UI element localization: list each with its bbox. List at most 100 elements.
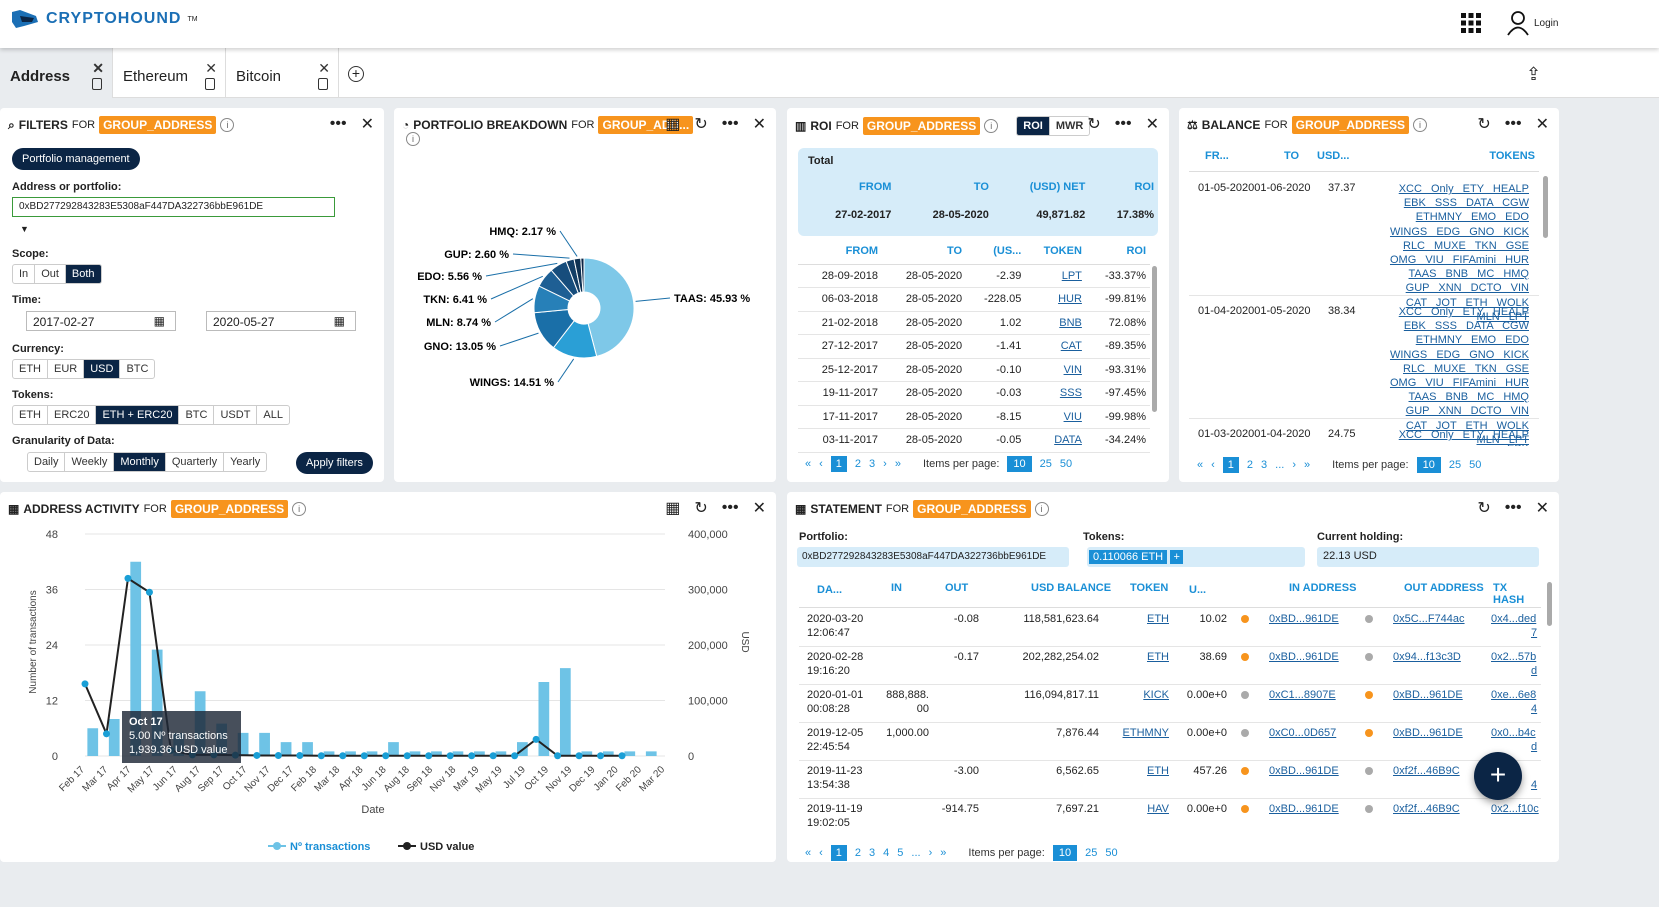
page-link[interactable]: ...	[1275, 459, 1285, 471]
bar[interactable]	[130, 561, 142, 756]
cell[interactable]: VIN	[1025, 358, 1086, 382]
cell-tx-hash-2[interactable]: d	[1531, 741, 1538, 753]
line-point[interactable]	[81, 680, 89, 688]
bar[interactable]	[409, 751, 421, 756]
date-from-input[interactable]: 2017-02-27 ▦	[26, 311, 176, 331]
table-row[interactable]: 25-12-2017 28-05-2020 -0.10 VIN -93.31%	[798, 358, 1150, 382]
page-link[interactable]: 1	[830, 456, 847, 472]
scrollbar[interactable]	[1543, 176, 1548, 238]
table-row[interactable]: 21-02-2018 28-05-2020 1.02 BNB 72.08%	[798, 311, 1150, 335]
bar[interactable]	[495, 751, 507, 756]
line-point[interactable]	[468, 752, 476, 760]
first-page-icon[interactable]: «	[805, 458, 812, 470]
currency-usd[interactable]: USD	[84, 360, 121, 378]
apps-grid-icon[interactable]	[1461, 13, 1481, 36]
close-icon[interactable]: ✕	[205, 60, 217, 76]
scrollbar[interactable]	[1152, 266, 1157, 412]
page-link[interactable]: 3	[869, 458, 876, 470]
info-icon[interactable]: i	[406, 132, 420, 146]
th[interactable]: ROI	[1085, 238, 1150, 265]
cell[interactable]: DATA	[1025, 428, 1086, 453]
cell-out-address[interactable]: 0xf2f...46B9C	[1393, 765, 1460, 777]
bar[interactable]	[538, 682, 550, 756]
more-icon[interactable]: •••	[1114, 115, 1132, 132]
close-icon[interactable]: ✕	[318, 60, 330, 76]
line-point[interactable]	[382, 752, 390, 760]
bar[interactable]	[108, 719, 120, 756]
bar[interactable]	[323, 751, 335, 756]
pie-slice[interactable]	[583, 257, 635, 357]
group-tag[interactable]: GROUP_ADD...	[598, 116, 694, 134]
th[interactable]: TO	[882, 238, 967, 265]
refresh-icon[interactable]: ↻	[1477, 116, 1491, 133]
add-token-button[interactable]: +	[1170, 550, 1183, 564]
add-tab-icon[interactable]: +	[348, 66, 364, 82]
group-tag[interactable]: GROUP_ADDRESS	[1291, 116, 1410, 134]
cell-tx-hash[interactable]: 0x2...f10c	[1491, 803, 1539, 815]
next-page-icon[interactable]: ›	[1292, 459, 1297, 471]
add-widget-button[interactable]: +	[1474, 752, 1522, 800]
bar[interactable]	[624, 751, 636, 756]
token-chip[interactable]: 0.110066 ETH	[1089, 550, 1168, 564]
legend-item[interactable]: USD value	[420, 841, 474, 853]
next-page-icon[interactable]: ›	[883, 458, 887, 470]
items-per-page-option[interactable]: 25	[1448, 459, 1462, 471]
first-page-icon[interactable]: «	[1197, 459, 1204, 471]
th[interactable]: TOKEN	[1025, 238, 1086, 265]
th-to[interactable]: TO	[1284, 150, 1300, 162]
line-point[interactable]	[317, 752, 325, 760]
table-row[interactable]: 2019-11-23 13:54:38 -3.00 6,562.65 ETH 457.26…	[799, 761, 1541, 799]
gran-quarterly[interactable]: Quarterly	[166, 453, 225, 471]
table-row[interactable]: 2019-12-05 22:45:54 1,000.00 7,876.44 ETHMNY…	[799, 723, 1541, 761]
cell-out-address[interactable]: 0xf2f...46B9C	[1393, 803, 1460, 815]
info-icon[interactable]: i	[984, 119, 999, 133]
items-per-page-option[interactable]: 10	[1007, 456, 1032, 472]
page-link[interactable]: ...	[911, 847, 921, 859]
th-usd[interactable]: USD...	[1317, 150, 1350, 162]
cell-out-address[interactable]: 0xBD...961DE	[1393, 689, 1463, 701]
bar[interactable]	[645, 751, 657, 756]
close-icon[interactable]: ✕	[1535, 116, 1549, 133]
line-point[interactable]	[575, 752, 583, 760]
close-icon[interactable]: ✕	[752, 116, 766, 133]
bar[interactable]	[559, 668, 571, 756]
prev-page-icon[interactable]: ‹	[819, 458, 823, 470]
cell-tx-hash-2[interactable]: d	[1531, 665, 1538, 677]
pie-slice[interactable]	[580, 257, 585, 293]
token-erc20[interactable]: ERC20	[48, 406, 97, 424]
line-point[interactable]	[339, 752, 347, 760]
scrollbar[interactable]	[1547, 582, 1552, 626]
apply-filters-button[interactable]: Apply filters	[296, 452, 373, 474]
cell-tx-hash-2[interactable]: 7	[1531, 627, 1538, 639]
table-row[interactable]: 2020-02-28 19:16:20 -0.17 202,282,254.02 ETH…	[799, 647, 1541, 685]
bar[interactable]	[602, 751, 614, 756]
line-point[interactable]	[145, 588, 153, 596]
currency-eth[interactable]: ETH	[13, 360, 48, 378]
gran-daily[interactable]: Daily	[28, 453, 66, 471]
gran-weekly[interactable]: Weekly	[65, 453, 115, 471]
line-point[interactable]	[124, 574, 132, 582]
bar[interactable]	[259, 732, 270, 756]
page-link[interactable]: 2	[854, 847, 862, 859]
line-point[interactable]	[102, 730, 110, 738]
page-link[interactable]: 3	[869, 847, 876, 859]
portfolio-management-button[interactable]: Portfolio management	[12, 148, 140, 170]
cell[interactable]: VIU	[1025, 405, 1086, 429]
line-point[interactable]	[618, 752, 626, 760]
line-point[interactable]	[403, 752, 411, 760]
cell-in-address[interactable]: 0xBD...961DE	[1269, 803, 1339, 815]
table-row[interactable]: 03-11-2017 28-05-2020 -0.05 DATA -34.24%	[798, 428, 1150, 453]
calculator-icon[interactable]: ▦	[665, 116, 681, 133]
group-tag[interactable]: GROUP_ADDRESS	[99, 116, 217, 134]
tab-ethereum[interactable]: Ethereum ✕	[113, 48, 226, 98]
cell-token[interactable]: ETHMNY	[1122, 727, 1169, 739]
tab-address[interactable]: Address ✕	[0, 48, 113, 98]
close-icon[interactable]: ✕	[752, 500, 766, 517]
line-point[interactable]	[425, 752, 433, 760]
caret-down-icon[interactable]: ▼	[20, 224, 29, 234]
date-to-input[interactable]: 2020-05-27 ▦	[206, 311, 356, 331]
page-link[interactable]: 2	[854, 458, 862, 470]
token-usdt[interactable]: USDT	[214, 406, 258, 424]
th-out[interactable]: OUT	[945, 582, 969, 594]
more-icon[interactable]: •••	[721, 499, 739, 516]
